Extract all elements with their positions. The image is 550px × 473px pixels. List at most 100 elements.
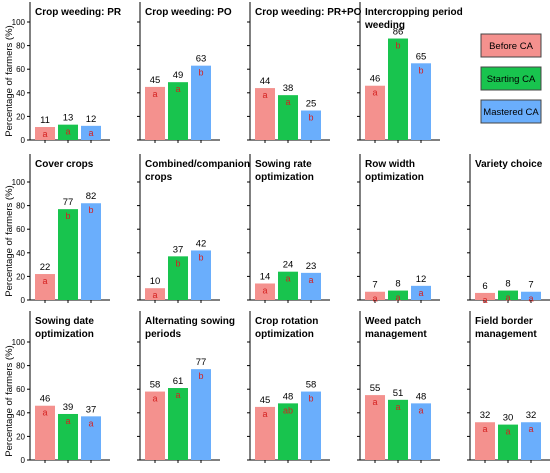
y-axis-title: Percentage of farmers (%) <box>4 345 15 456</box>
value-label: 65 <box>416 51 427 62</box>
bar-before-ca <box>35 405 55 460</box>
chart-legend: Before CA Starting CA Mastered CA <box>480 33 542 124</box>
panel-title: optimization <box>255 172 314 183</box>
chart-panel: Variety choice 6 a 8 a 7 a <box>467 154 550 305</box>
value-label: 44 <box>260 76 271 87</box>
value-label: 23 <box>306 261 317 272</box>
significance-letter: a <box>372 294 377 304</box>
y-tick-label: 20 <box>16 432 25 441</box>
significance-letter: b <box>65 211 70 221</box>
bar-before-ca <box>255 283 275 300</box>
panel-title: Weed patch <box>365 316 421 327</box>
y-tick-label: 20 <box>16 112 25 121</box>
value-label: 14 <box>260 271 271 282</box>
significance-letter: b <box>198 371 203 381</box>
bar-before-ca <box>475 292 495 300</box>
value-label: 12 <box>416 274 427 285</box>
y-tick-label: 80 <box>16 202 25 211</box>
value-label: 77 <box>63 197 74 208</box>
panel-title: Intercropping period <box>365 7 463 18</box>
bar-mastered-ca <box>191 65 211 140</box>
value-label: 6 <box>482 281 487 292</box>
chart-panel: 0 20 40 60 80 100 Cover crops 22 a 77 b 82 b <box>12 154 110 305</box>
panel-title: Crop weeding: PR+PO <box>255 7 362 18</box>
y-axis-title: Percentage of farmers (%) <box>4 185 15 296</box>
legend-swatch <box>480 99 542 124</box>
significance-letter: a <box>308 275 313 285</box>
bar-mastered-ca <box>521 291 541 300</box>
bar-before-ca <box>255 406 275 460</box>
chart-panel: Sowing rate optimization 14 a 24 a 23 a <box>247 154 330 303</box>
bar-starting-ca <box>168 256 188 300</box>
significance-letter: b <box>308 113 313 123</box>
bar-mastered-ca <box>521 422 541 460</box>
value-label: 77 <box>196 357 207 368</box>
significance-letter: a <box>528 294 533 304</box>
significance-letter: a <box>505 293 510 303</box>
significance-letter: b <box>88 205 93 215</box>
bar-starting-ca <box>58 413 78 460</box>
value-label: 48 <box>416 391 427 402</box>
panel-title: Combined/companion <box>145 159 250 170</box>
significance-letter: a <box>418 405 423 415</box>
bar-starting-ca <box>388 399 408 460</box>
chart-panel: Crop weeding: PO 45 a 49 a 63 b <box>137 2 232 143</box>
significance-letter: a <box>65 127 70 137</box>
panel-title: Crop weeding: PO <box>145 7 232 18</box>
bar-before-ca <box>475 422 495 460</box>
value-label: 61 <box>173 376 184 387</box>
legend-label: Starting CA <box>487 74 536 85</box>
panel-title: optimization <box>35 329 94 340</box>
significance-letter: b <box>418 65 423 75</box>
significance-letter: a <box>482 424 487 434</box>
significance-letter: a <box>152 394 157 404</box>
bar-mastered-ca <box>301 391 321 460</box>
significance-letter: ab <box>283 405 293 415</box>
significance-letter: a <box>152 89 157 99</box>
significance-letter: a <box>395 293 400 303</box>
bar-mastered-ca <box>191 250 211 300</box>
value-label: 8 <box>395 279 400 290</box>
y-tick-label: 100 <box>12 178 26 187</box>
value-label: 12 <box>86 114 97 125</box>
panel-title: periods <box>145 329 182 340</box>
bar-mastered-ca <box>411 403 431 460</box>
value-label: 38 <box>283 83 294 94</box>
panel-title: Row width <box>365 159 415 170</box>
bar-mastered-ca <box>301 272 321 300</box>
chart-panel: Combined/companion crops 10 a 37 b 42 b <box>137 154 250 303</box>
panel-title: Variety choice <box>475 159 543 170</box>
y-tick-label: 60 <box>16 385 25 394</box>
value-label: 39 <box>63 402 74 413</box>
significance-letter: b <box>198 68 203 78</box>
value-label: 45 <box>150 75 161 86</box>
bar-before-ca <box>145 288 165 300</box>
chart-panel: Field border management 32 a 30 a 32 a <box>467 311 550 463</box>
bar-starting-ca <box>388 290 408 300</box>
bar-starting-ca <box>498 290 518 300</box>
value-label: 13 <box>63 113 74 124</box>
significance-letter: b <box>198 252 203 262</box>
significance-letter: a <box>88 418 93 428</box>
panel-title: Field border <box>475 316 533 327</box>
bar-starting-ca <box>278 271 298 300</box>
value-label: 10 <box>150 276 161 287</box>
significance-letter: b <box>175 258 180 268</box>
bar-starting-ca <box>168 388 188 460</box>
y-tick-label: 0 <box>21 136 26 145</box>
y-tick-label: 80 <box>16 362 25 371</box>
significance-letter: a <box>262 285 267 295</box>
panel-title: optimization <box>365 172 424 183</box>
significance-letter: a <box>88 128 93 138</box>
y-tick-label: 0 <box>21 456 26 465</box>
value-label: 63 <box>196 54 207 65</box>
value-label: 7 <box>528 280 533 291</box>
significance-letter: a <box>42 408 47 418</box>
y-tick-label: 40 <box>16 249 25 258</box>
y-tick-label: 60 <box>16 225 25 234</box>
bar-before-ca <box>145 86 165 140</box>
value-label: 46 <box>40 394 51 405</box>
bar-starting-ca <box>498 424 518 460</box>
bar-mastered-ca <box>191 369 211 460</box>
